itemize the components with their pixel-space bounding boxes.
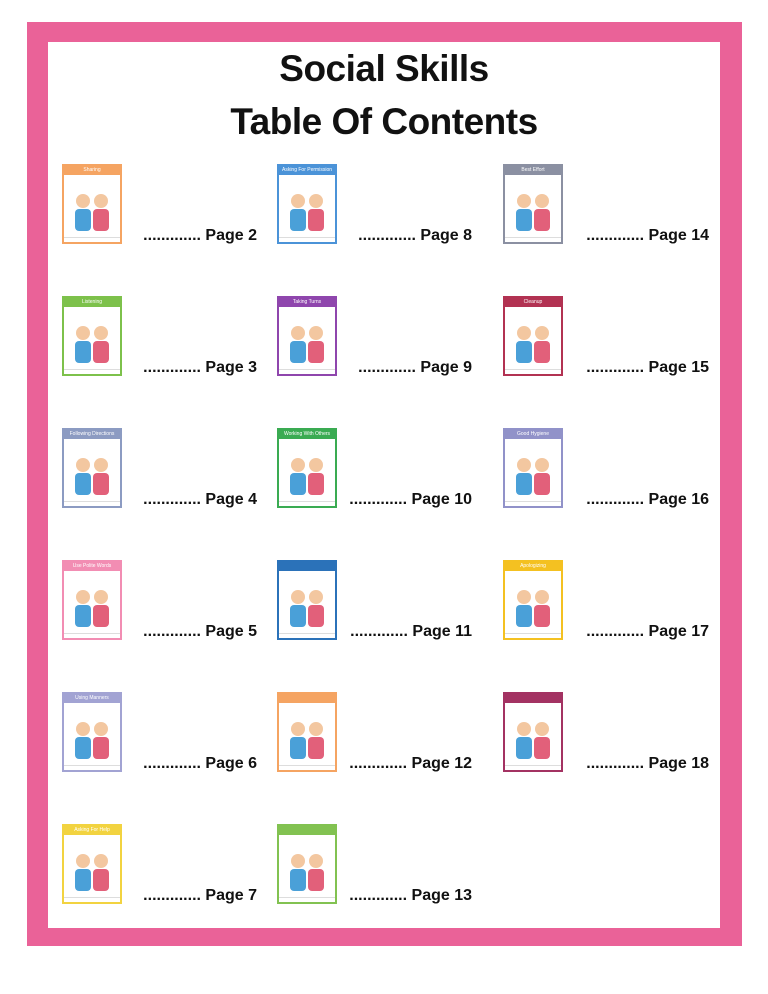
illustration-image xyxy=(511,446,555,498)
illustration-image xyxy=(70,710,114,762)
page-entry: ............. Page 15 xyxy=(586,359,709,376)
worksheet-thumbnail: Best Effort xyxy=(503,164,563,244)
thumbnail-footer xyxy=(279,633,335,638)
thumbnail-title: Following Directions xyxy=(64,430,120,439)
thumbnail-title: Sharing xyxy=(64,166,120,175)
page-entry: ............. Page 7 xyxy=(143,887,257,904)
illustration-image xyxy=(285,842,329,894)
page-entry: ............. Page 13 xyxy=(349,887,472,904)
page-entry: ............. Page 17 xyxy=(586,623,709,640)
thumbnail-title: Good Hygiene xyxy=(505,430,561,439)
illustration-image xyxy=(70,842,114,894)
worksheet-thumbnail: Asking For Help xyxy=(62,824,122,904)
thumbnail-footer xyxy=(505,633,561,638)
worksheet-thumbnail xyxy=(277,692,337,772)
thumbnail-footer xyxy=(279,369,335,374)
thumbnail-footer xyxy=(505,765,561,770)
thumbnail-footer xyxy=(64,765,120,770)
page-entry: ............. Page 10 xyxy=(349,491,472,508)
worksheet-thumbnail: Using Manners xyxy=(62,692,122,772)
page-entry: ............. Page 8 xyxy=(358,227,472,244)
page-entry: ............. Page 6 xyxy=(143,755,257,772)
illustration-image xyxy=(285,314,329,366)
page-entry: ............. Page 12 xyxy=(349,755,472,772)
worksheet-thumbnail: Working With Others xyxy=(277,428,337,508)
thumbnail-title xyxy=(279,694,335,703)
thumbnail-footer xyxy=(505,501,561,506)
worksheet-thumbnail: Apologizing xyxy=(503,560,563,640)
thumbnail-footer xyxy=(505,369,561,374)
page-content xyxy=(48,42,720,928)
thumbnail-title: Cleanup xyxy=(505,298,561,307)
title-line-1: Social Skills xyxy=(279,48,489,89)
illustration-image xyxy=(285,446,329,498)
thumbnail-title: Asking For Permission xyxy=(279,166,335,175)
worksheet-thumbnail: Following Directions xyxy=(62,428,122,508)
thumbnail-title: Best Effort xyxy=(505,166,561,175)
worksheet-thumbnail: Cleanup xyxy=(503,296,563,376)
thumbnail-footer xyxy=(279,897,335,902)
illustration-image xyxy=(511,710,555,762)
illustration-image xyxy=(511,182,555,234)
worksheet-thumbnail: Use Polite Words xyxy=(62,560,122,640)
illustration-image xyxy=(511,314,555,366)
thumbnail-title xyxy=(279,826,335,835)
illustration-image xyxy=(285,182,329,234)
thumbnail-title xyxy=(279,562,335,571)
worksheet-thumbnail: Good Hygiene xyxy=(503,428,563,508)
illustration-image xyxy=(70,446,114,498)
title-line-2: Table Of Contents xyxy=(230,101,538,142)
page-entry: ............. Page 11 xyxy=(350,623,472,640)
thumbnail-footer xyxy=(279,237,335,242)
worksheet-thumbnail: Listening xyxy=(62,296,122,376)
page-entry: ............. Page 14 xyxy=(586,227,709,244)
thumbnail-title xyxy=(505,694,561,703)
page-entry: ............. Page 16 xyxy=(586,491,709,508)
page-entry: ............. Page 3 xyxy=(143,359,257,376)
page-entry: ............. Page 2 xyxy=(143,227,257,244)
thumbnail-footer xyxy=(64,369,120,374)
thumbnail-footer xyxy=(64,501,120,506)
worksheet-thumbnail xyxy=(277,824,337,904)
thumbnail-footer xyxy=(64,237,120,242)
page-entry: ............. Page 5 xyxy=(143,623,257,640)
illustration-image xyxy=(285,710,329,762)
thumbnail-footer xyxy=(279,765,335,770)
page-entry: ............. Page 18 xyxy=(586,755,709,772)
thumbnail-title: Apologizing xyxy=(505,562,561,571)
thumbnail-title: Using Manners xyxy=(64,694,120,703)
thumbnail-footer xyxy=(64,897,120,902)
illustration-image xyxy=(70,314,114,366)
illustration-image xyxy=(70,182,114,234)
worksheet-thumbnail xyxy=(277,560,337,640)
thumbnail-title: Asking For Help xyxy=(64,826,120,835)
thumbnail-footer xyxy=(279,501,335,506)
worksheet-thumbnail xyxy=(503,692,563,772)
worksheet-thumbnail: Taking Turns xyxy=(277,296,337,376)
illustration-image xyxy=(285,578,329,630)
thumbnail-title: Taking Turns xyxy=(279,298,335,307)
thumbnail-footer xyxy=(505,237,561,242)
thumbnail-footer xyxy=(64,633,120,638)
illustration-image xyxy=(70,578,114,630)
page-entry: ............. Page 9 xyxy=(358,359,472,376)
illustration-image xyxy=(511,578,555,630)
page-entry: ............. Page 4 xyxy=(143,491,257,508)
thumbnail-title: Listening xyxy=(64,298,120,307)
thumbnail-title: Use Polite Words xyxy=(64,562,120,571)
worksheet-thumbnail: Asking For Permission xyxy=(277,164,337,244)
thumbnail-title: Working With Others xyxy=(279,430,335,439)
worksheet-thumbnail: Sharing xyxy=(62,164,122,244)
